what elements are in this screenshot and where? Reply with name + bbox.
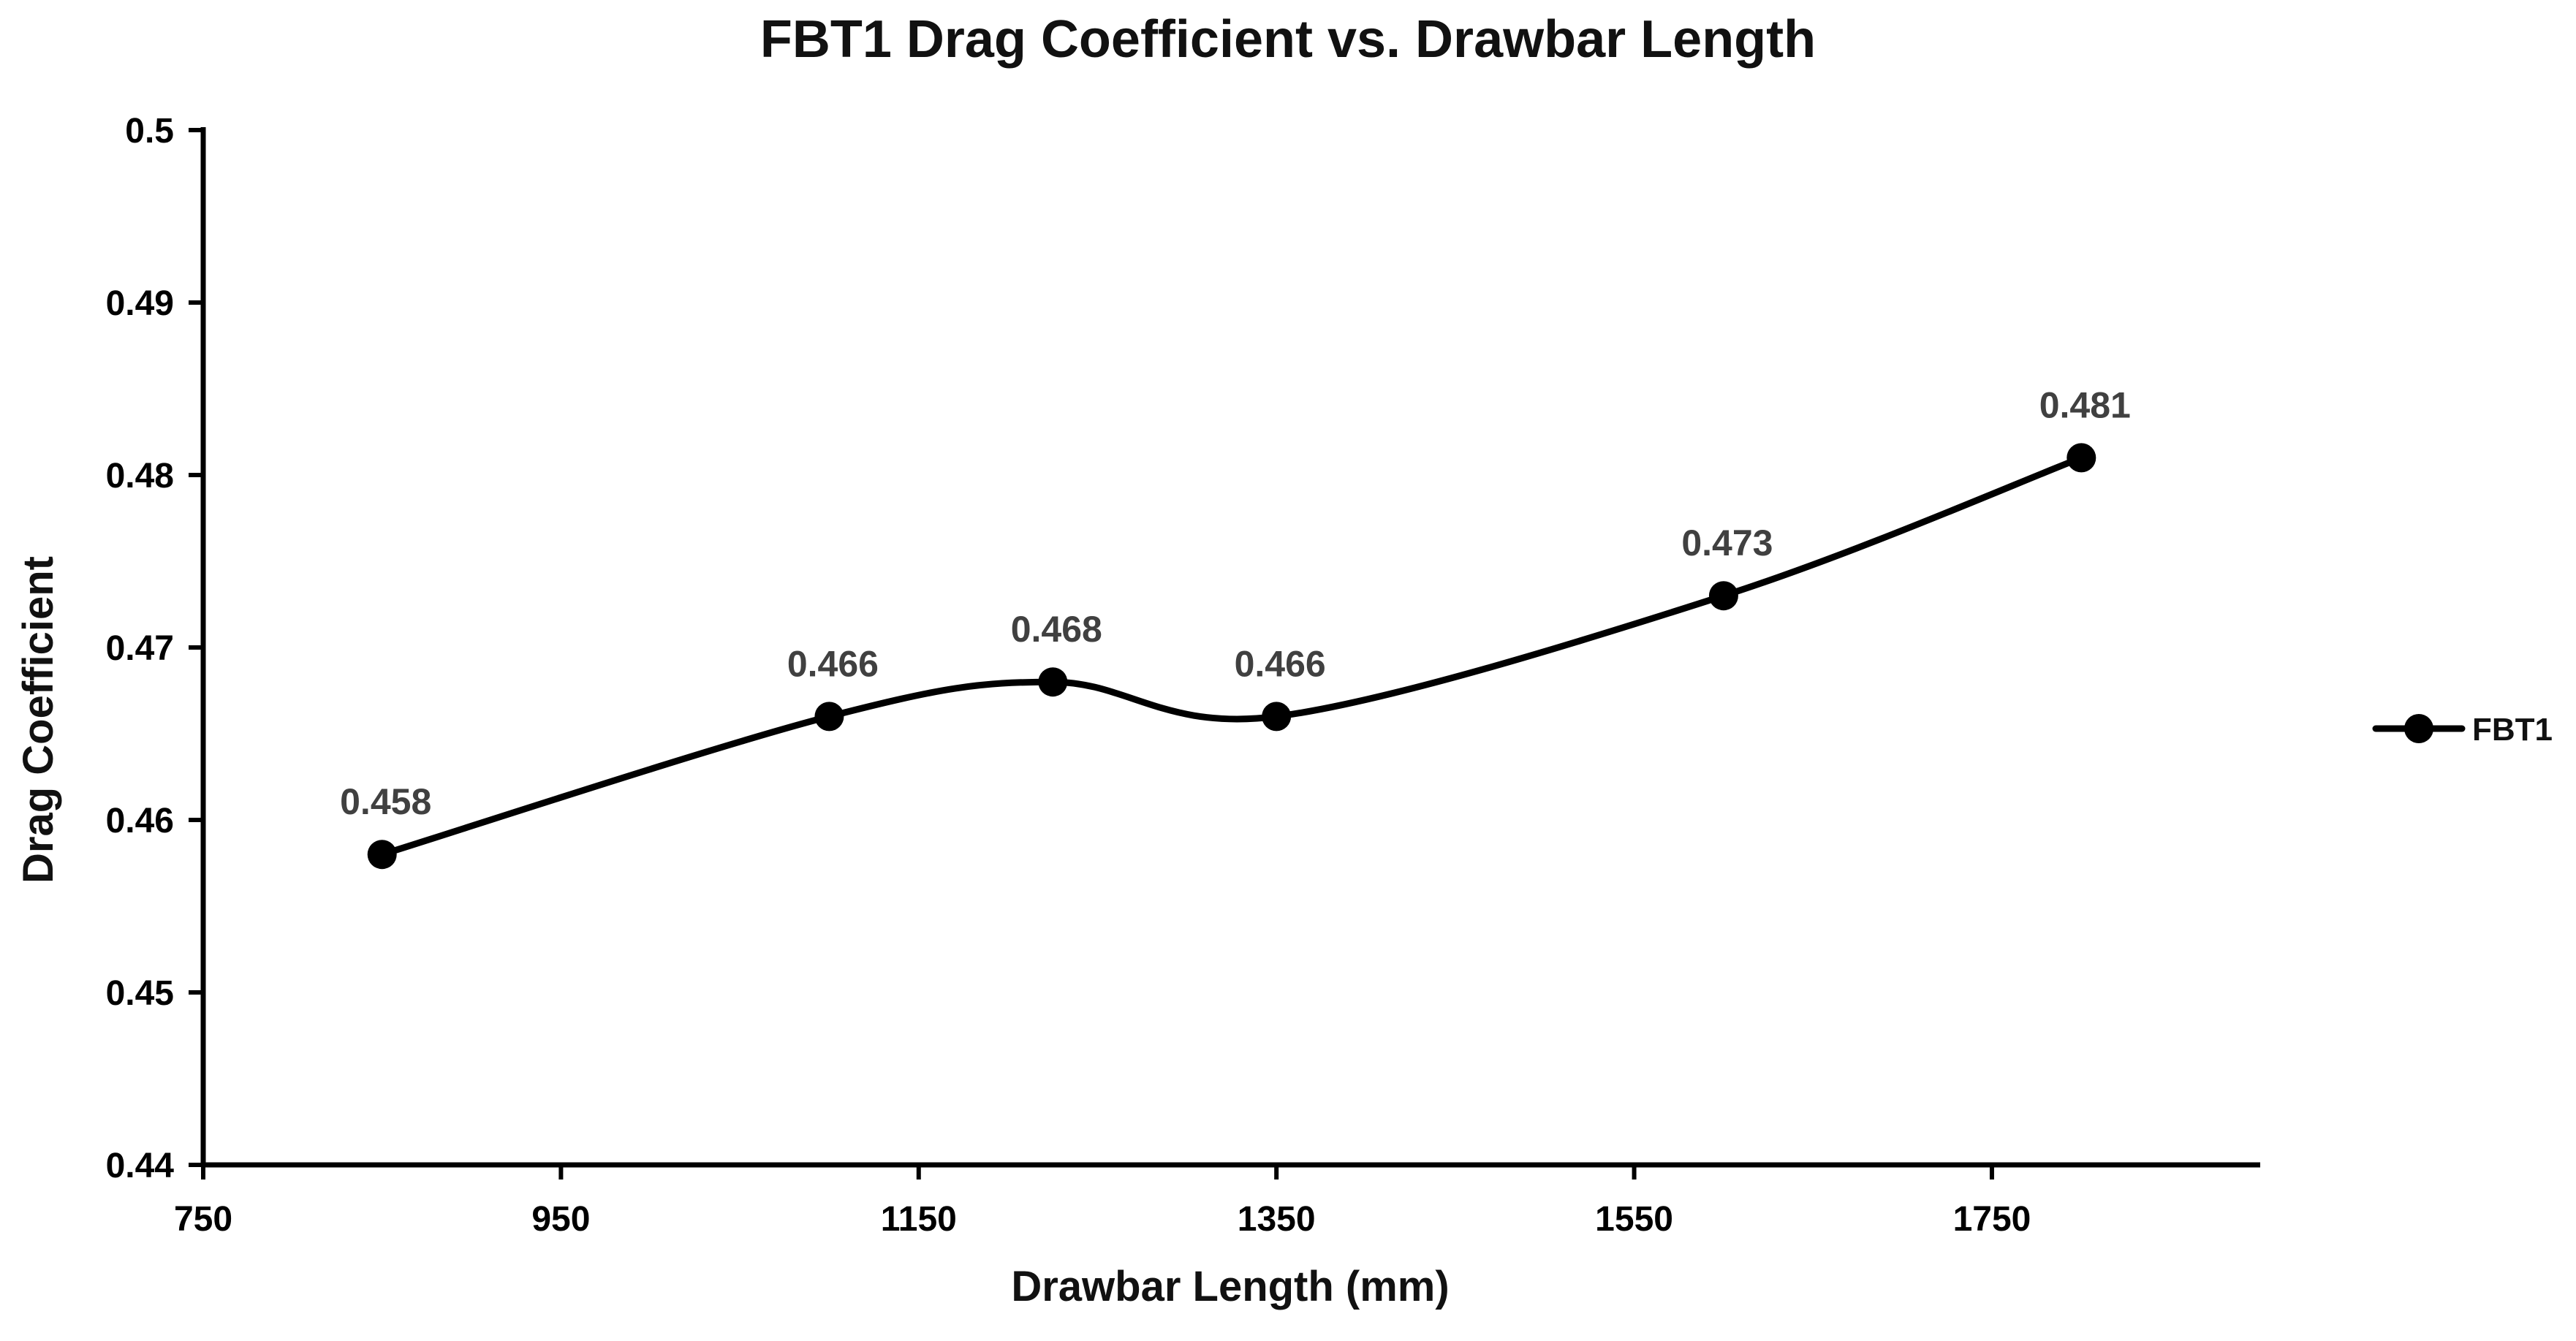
x-tick-label: 750	[174, 1200, 232, 1239]
data-label-fbt1: 0.466	[787, 643, 879, 684]
y-tick-label: 0.5	[125, 112, 174, 151]
y-tick-label: 0.44	[106, 1147, 175, 1185]
y-tick-label: 0.48	[106, 457, 174, 495]
series-fbt1: 0.458 0.466 0.468 0.466 0.473 0.481	[340, 384, 2131, 870]
x-tick-label: 1350	[1238, 1200, 1316, 1239]
x-tick-label: 1750	[1953, 1200, 2031, 1239]
x-tick-label: 950	[531, 1200, 590, 1239]
legend: FBT1	[2372, 712, 2553, 748]
legend-marker-fbt1	[2404, 714, 2433, 743]
y-tick-label: 0.47	[106, 629, 174, 668]
y-axis-label: Drag Coefficient	[15, 556, 62, 884]
x-axis: 750 950 1150 1350 1550 1750	[174, 1162, 2260, 1239]
data-label-fbt1: 0.458	[340, 781, 431, 822]
chart-title: FBT1 Drag Coefficient vs. Drawbar Length	[760, 10, 1816, 69]
y-tick-label: 0.49	[106, 284, 174, 323]
data-label-fbt1: 0.473	[1681, 523, 1773, 563]
y-axis: 0.44 0.45 0.46 0.47 0.48 0.49 0.5	[106, 112, 206, 1185]
data-label-fbt1: 0.466	[1235, 643, 1326, 684]
data-label-fbt1: 0.481	[2039, 384, 2131, 425]
y-tick-label: 0.45	[106, 974, 174, 1013]
legend-label-fbt1: FBT1	[2472, 712, 2553, 748]
y-tick-label: 0.46	[106, 802, 174, 840]
data-point-fbt1	[367, 840, 397, 870]
x-axis-label: Drawbar Length (mm)	[1011, 1263, 1449, 1310]
x-tick-label: 1550	[1595, 1200, 1673, 1239]
data-point-fbt1	[1262, 702, 1292, 732]
data-label-fbt1: 0.468	[1011, 609, 1102, 650]
data-point-fbt1	[1038, 667, 1068, 697]
data-point-fbt1	[1708, 581, 1738, 611]
data-point-fbt1	[814, 702, 844, 732]
data-point-fbt1	[2067, 443, 2096, 473]
x-tick-label: 1150	[881, 1200, 957, 1239]
series-line-fbt1	[379, 454, 2085, 858]
